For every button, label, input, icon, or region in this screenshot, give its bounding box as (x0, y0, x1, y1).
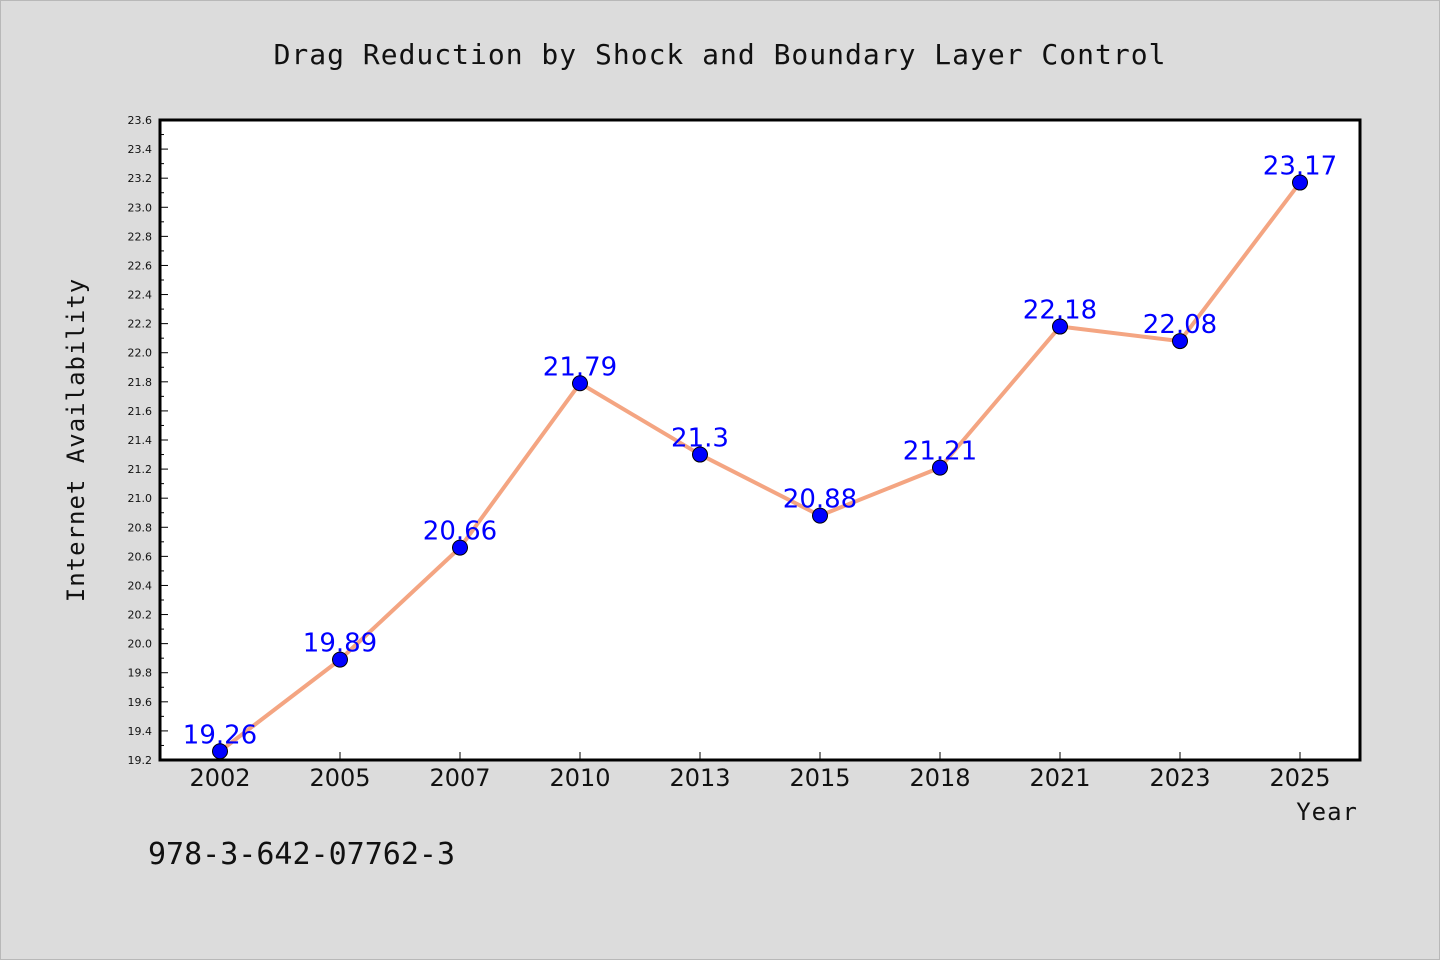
data-point-2005 (332, 651, 348, 668)
y-tick-label: 20.8 (128, 521, 153, 534)
y-tick-label: 22.6 (128, 259, 153, 272)
plot-area (158, 118, 1362, 762)
y-tick-label: 20.4 (128, 579, 153, 592)
data-label-2023: 22.08 (1143, 310, 1217, 340)
y-tick-label: 23.4 (128, 143, 153, 156)
data-label-2015: 20.88 (783, 485, 857, 515)
y-tick-label: 20.2 (128, 609, 153, 622)
data-label-2007: 20.66 (423, 517, 497, 547)
data-point-2025 (1292, 174, 1308, 191)
y-tick-label: 22.4 (128, 289, 153, 302)
x-tick-label: 2005 (309, 764, 370, 792)
x-tick-label: 2010 (549, 764, 610, 792)
data-point-2015 (812, 507, 828, 524)
data-label-2013: 21.3 (671, 424, 729, 454)
data-point-2007 (452, 539, 468, 556)
y-tick-label: 19.8 (128, 667, 153, 680)
series-line-group (218, 181, 1302, 753)
data-point-2010 (572, 375, 588, 392)
y-tick-label: 20.0 (128, 638, 153, 651)
y-axis-label: Internet Availability (62, 278, 90, 602)
y-tick-label: 23.2 (128, 172, 153, 185)
x-tick-label: 2025 (1269, 764, 1330, 792)
y-tick-label: 23.0 (128, 201, 153, 214)
data-point-2018 (932, 459, 948, 476)
x-tick-label: 2007 (429, 764, 490, 792)
y-tick-label: 19.2 (128, 754, 153, 767)
data-label-2021: 22.18 (1023, 296, 1097, 326)
data-label-2005: 19.89 (303, 629, 377, 659)
data-point-2013 (692, 446, 708, 463)
isbn-annotation: 978-3-642-07762-3 (148, 837, 455, 872)
y-tick-label: 22.0 (128, 347, 153, 360)
x-tick-label: 2018 (909, 764, 970, 792)
y-tick-label: 21.4 (128, 434, 153, 447)
data-labels: 19.26 19.89 20.66 21.79 21.3 20.88 21.21 22.18 2… (183, 152, 1337, 751)
data-label-2018: 21.21 (903, 437, 977, 467)
y-tick-label: 21.0 (128, 492, 153, 505)
x-tick-label: 2013 (669, 764, 730, 792)
x-tick-label: 2015 (789, 764, 850, 792)
x-tick-label: 2023 (1149, 764, 1210, 792)
series-line (218, 181, 1302, 753)
data-label-2002: 19.26 (183, 720, 257, 750)
data-point-2002 (212, 743, 228, 760)
data-point-2023 (1172, 333, 1188, 350)
x-tick-label: 2021 (1029, 764, 1090, 792)
data-label-2025: 23.17 (1263, 152, 1337, 182)
y-tick-label: 19.6 (128, 696, 153, 709)
y-tick-label: 23.6 (128, 114, 153, 127)
data-point-2021 (1052, 318, 1068, 335)
y-axis: 19.2 19.4 19.6 19.8 20.0 20.2 20.4 20.6 20.8 21.0… (128, 114, 168, 767)
x-axis: 2002 2005 2007 2010 2013 2015 2018 2021 2023 2025 (189, 752, 1331, 792)
y-tick-label: 20.6 (128, 550, 153, 563)
y-tick-label: 22.8 (128, 230, 153, 243)
y-tick-label: 21.6 (128, 405, 153, 418)
chart-title: Drag Reduction by Shock and Boundary Lay… (274, 38, 1167, 71)
x-axis-label: Year (1296, 798, 1358, 826)
data-label-2010: 21.79 (543, 352, 617, 382)
y-tick-label: 22.2 (128, 318, 153, 331)
y-tick-label: 21.2 (128, 463, 153, 476)
y-tick-label: 21.8 (128, 376, 153, 389)
x-tick-label: 2002 (189, 764, 250, 792)
y-tick-label: 19.4 (128, 725, 153, 738)
series-markers (212, 174, 1308, 760)
